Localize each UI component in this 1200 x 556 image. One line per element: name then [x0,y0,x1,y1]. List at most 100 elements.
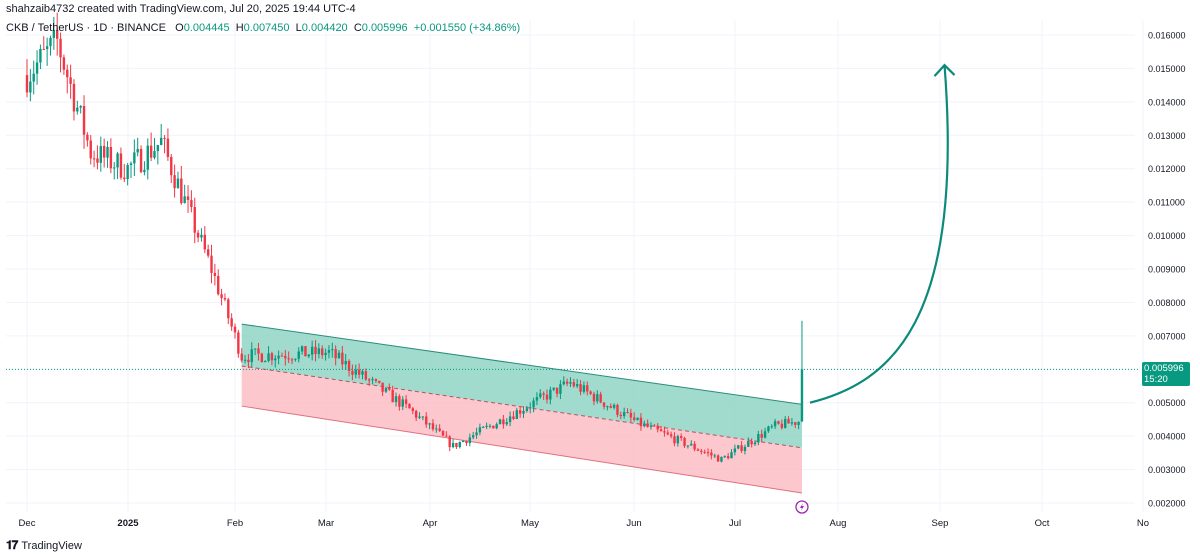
candle-body [448,436,451,448]
candle-body [220,294,223,299]
candle-body [737,445,740,449]
candle-body [113,167,116,169]
candle-body [743,446,747,451]
candle-body [106,146,109,158]
candle-body [69,77,72,84]
candle-body [206,249,210,256]
candle-body [186,196,190,201]
time-axis[interactable]: Dec 2025 Feb Mar Apr May Jun Jul Aug Sep Oct No [19,518,1150,529]
candle-body [357,369,361,375]
candle-body [257,348,260,354]
candle-body [686,445,690,447]
candle-body [485,425,488,427]
candle-body [425,416,428,425]
candle-body [116,153,119,168]
candle-body [492,425,495,429]
candle-body [310,346,314,355]
candle-body [488,425,492,427]
candle-body [539,393,542,398]
candle-body [629,412,633,418]
candle-body [163,137,166,139]
candle-body [532,400,535,408]
y-tick-label: 0.011000 [1148,198,1185,208]
candle-body [213,272,217,276]
candle-body [388,387,391,390]
x-tick-label: Jul [729,518,741,529]
candle-body [636,417,639,420]
tv-logo-icon: 𝟏𝟕 [6,538,18,552]
candle-body [723,456,727,458]
candle-body [294,358,297,360]
candle-body [559,384,562,394]
candle-body [371,379,374,381]
candle-body [592,393,596,402]
candle-body [606,406,609,408]
candle-body [170,157,173,176]
candle-body [700,450,703,452]
candle-body [89,140,92,159]
candle-body [337,352,341,359]
candle-body [230,318,233,327]
channel-lower-zone [241,365,802,493]
candle-body [740,445,743,451]
y-tick-label: 0.014000 [1148,97,1186,107]
candle-body [280,355,284,357]
candle-body [378,380,381,383]
event-marker[interactable] [795,500,809,514]
price-axis[interactable]: 0.016000 0.015000 0.014000 0.013000 0.012000… [1148,31,1186,509]
candle-body [783,418,787,428]
candle-body [435,428,438,430]
candle-body [616,404,619,415]
candle-body [233,326,237,333]
candle-body [529,407,532,409]
footer-brand[interactable]: 𝟏𝟕 TradingView [6,538,82,553]
y-tick-label: 0.013000 [1148,131,1186,141]
symbol-title[interactable]: CKB / TetherUS · 1D · BINANCE [6,22,166,34]
candle-body [471,435,475,438]
candle-body [411,408,415,411]
close-value: 0.005996 [361,22,408,34]
candle-body [502,419,505,425]
candle-body [344,360,347,365]
candle-body [475,432,478,436]
candle-body [274,358,277,361]
candle-body [334,349,337,359]
y-tick-label: 0.005000 [1148,398,1186,408]
candle-body [193,207,196,233]
candle-body [217,275,220,295]
candle-body [109,146,113,169]
candle-body [441,431,445,436]
candle-body [451,442,455,448]
candle-body [203,234,207,250]
candle-body [92,158,96,160]
candle-body [384,387,388,392]
candle-body [324,352,327,356]
y-tick-label: 0.010000 [1148,231,1186,241]
candle-body [622,411,626,417]
open-label: O [175,22,184,34]
candle-body [602,402,606,407]
candle-body [663,431,666,433]
candle-body [136,149,139,153]
candle-body [535,397,539,401]
candle-body [445,435,448,437]
candle-body [478,427,482,433]
candle-body [243,359,247,361]
candle-body [149,145,153,158]
y-tick-label: 0.015000 [1148,64,1186,74]
candle-body [777,421,780,424]
candle-body [522,410,525,414]
candle-body [653,425,656,427]
channel-upper-line [241,323,803,405]
candle-body [773,421,777,427]
candle-body [62,57,66,70]
candle-body [300,346,304,352]
candle-body [626,411,629,413]
candle-body [307,354,311,357]
candle-body [760,434,763,438]
parallel-channel [241,323,803,494]
candle-body [210,255,213,273]
lightning-glyph [799,503,804,511]
x-tick-label: May [521,518,539,529]
